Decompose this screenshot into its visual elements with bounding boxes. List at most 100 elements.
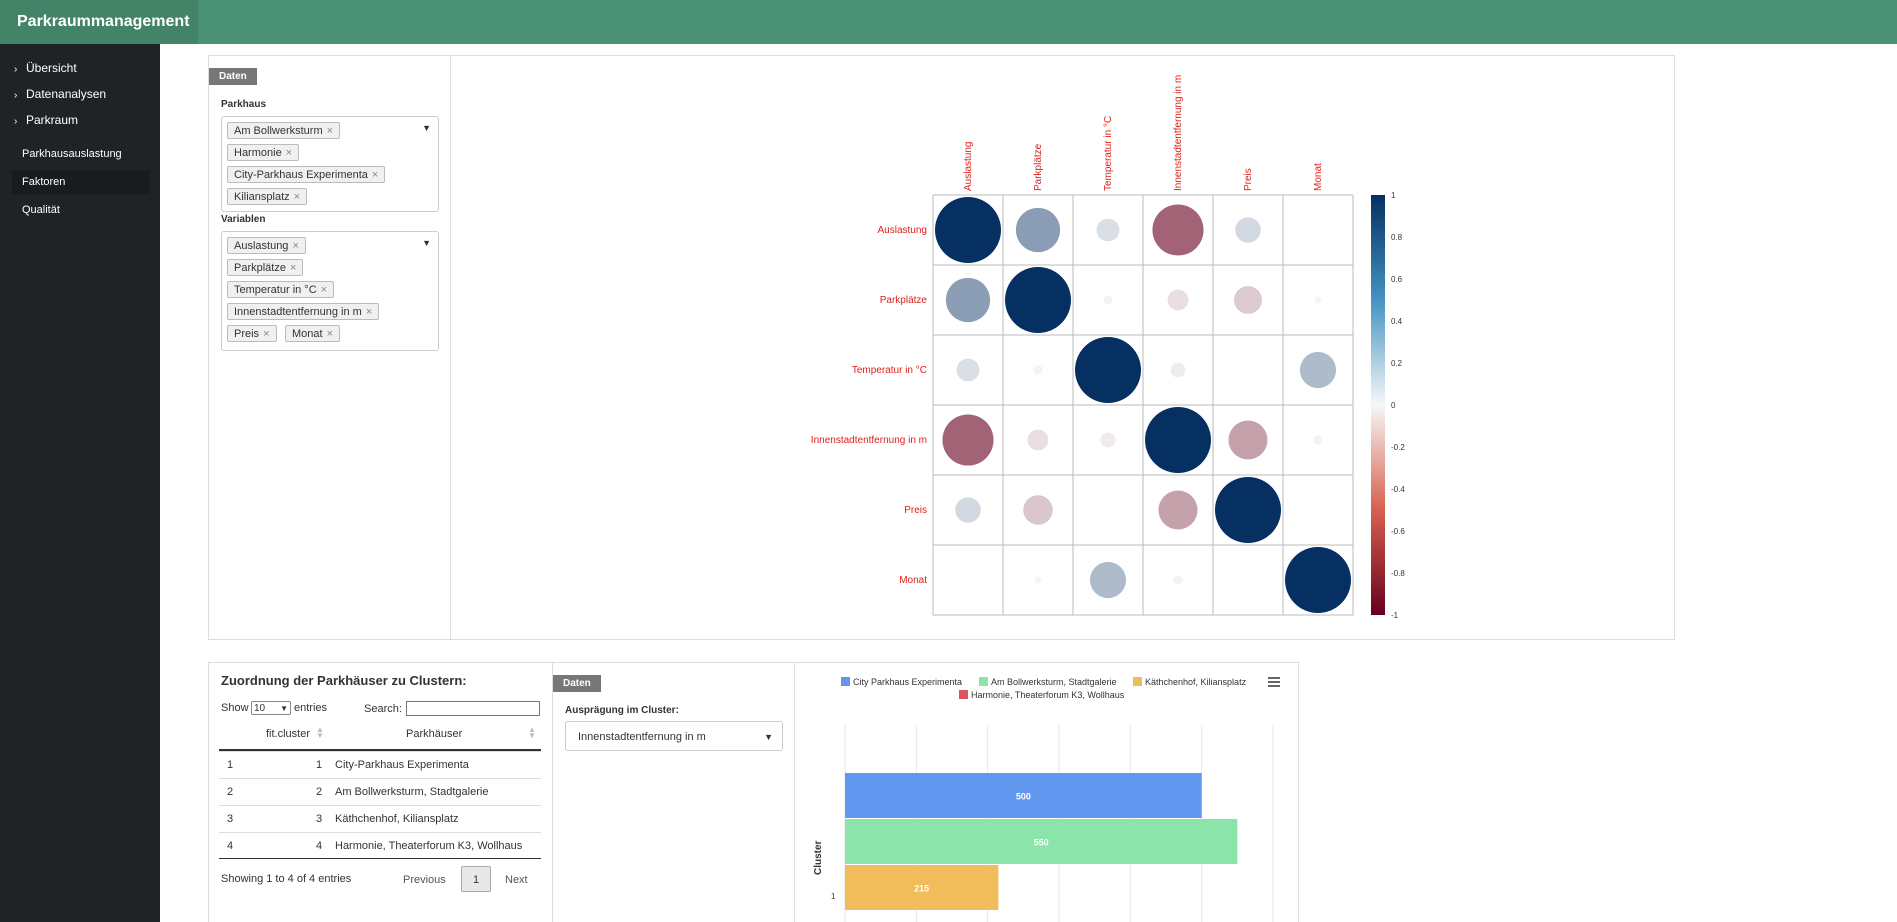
remove-chip-icon[interactable]: ×: [326, 125, 334, 137]
remove-chip-icon[interactable]: ×: [293, 191, 301, 203]
colorbar-tick: -1: [1391, 611, 1399, 620]
show-label: Show: [221, 702, 249, 714]
chevron-right-icon: ›: [14, 116, 18, 127]
legend-label[interactable]: City Parkhaus Experimenta: [853, 677, 962, 687]
corr-circle: [945, 277, 991, 323]
corr-circle: [1152, 204, 1204, 256]
remove-chip-icon[interactable]: ×: [263, 328, 270, 340]
remove-chip-icon[interactable]: ×: [289, 262, 297, 274]
corr-circle: [1023, 495, 1053, 525]
table-info: Showing 1 to 4 of 4 entries: [221, 873, 352, 885]
column-label: Preis: [1243, 168, 1254, 191]
colorbar-tick: 1: [1391, 191, 1396, 200]
corr-circle: [1173, 575, 1183, 585]
cluster-variable-select[interactable]: Innenstadtentfernung in m ▼: [565, 721, 783, 751]
y-tick-label: 1: [831, 892, 836, 901]
column-label: Auslastung: [963, 142, 974, 191]
parkhaus-select[interactable]: ▼ Am Bollwerksturm × Harmonie × City-Parkh…: [221, 116, 439, 212]
previous-button[interactable]: Previous: [403, 874, 446, 886]
table-row: 4 4 Harmonie, Theaterforum K3, Wollhaus: [219, 832, 541, 859]
legend-swatch: [841, 677, 850, 686]
sidebar-item-datenanalysen[interactable]: › Datenanalysen: [14, 87, 106, 101]
corr-circle: [1100, 432, 1116, 448]
row-label: Temperatur in °C: [852, 365, 927, 376]
sidebar-subitem-faktoren[interactable]: Faktoren: [12, 170, 150, 194]
remove-chip-icon[interactable]: ×: [320, 284, 328, 296]
sidebar-subitem-qualitaet[interactable]: Qualität: [22, 204, 60, 216]
corr-circle: [1313, 435, 1323, 445]
colorbar-tick: -0.4: [1391, 485, 1405, 494]
column-label: Parkplätze: [1033, 143, 1044, 191]
legend-label[interactable]: Käthchenhof, Kiliansplatz: [1145, 677, 1247, 687]
column-label: Monat: [1313, 163, 1324, 191]
entries-select[interactable]: 10 ▼: [251, 701, 291, 715]
chip-temperatur: Temperatur in °C ×: [227, 281, 335, 298]
bar[interactable]: [845, 773, 1202, 818]
legend-label[interactable]: Am Bollwerksturm, Stadtgalerie: [991, 677, 1117, 687]
sidebar-item-parkraum[interactable]: › Parkraum: [14, 113, 78, 127]
corr-circle: [1034, 576, 1042, 584]
corr-circle: [935, 197, 1001, 263]
variablen-select[interactable]: ▼ Auslastung × Parkplätze × Temperatur in …: [221, 231, 439, 351]
sidebar-item-uebersicht[interactable]: › Übersicht: [14, 61, 77, 75]
remove-chip-icon[interactable]: ×: [285, 147, 293, 159]
chart-menu-icon[interactable]: [1268, 677, 1280, 687]
column-header-parkhaeuser[interactable]: Parkhäuser: [406, 728, 463, 740]
entries-label: entries: [294, 702, 328, 714]
bar-data-label: 500: [1016, 792, 1031, 802]
table-row: 2 2 Am Bollwerksturm, Stadtgalerie: [219, 778, 541, 805]
variablen-label: Variablen: [221, 214, 266, 225]
next-button[interactable]: Next: [505, 874, 528, 886]
column-label: Innenstadtentfernung in m: [1173, 75, 1184, 191]
cluster-bar-chart: City Parkhaus Experimenta Am Bollwerkstur…: [813, 677, 1274, 922]
table-row: 3 3 Käthchenhof, Kiliansplatz: [219, 805, 541, 832]
colorbar-tick: 0.8: [1391, 233, 1403, 242]
column-header-fit-cluster[interactable]: fit.cluster: [266, 728, 311, 740]
corr-circle: [1299, 351, 1337, 389]
table-row: 1 1 City-Parkhaus Experimenta: [219, 751, 541, 778]
corr-plot-panel: Auslastung Auslastung Parkplätze Parkplätze…: [450, 55, 1675, 640]
corr-circle: [956, 358, 980, 382]
cluster-table-title: Zuordnung der Parkhäuser zu Clustern:: [221, 673, 467, 688]
search-label: Search:: [364, 703, 402, 715]
row-label: Preis: [904, 505, 927, 516]
chip-preis: Preis ×: [227, 325, 277, 342]
colorbar-tick: -0.2: [1391, 443, 1405, 452]
remove-chip-icon[interactable]: ×: [365, 306, 373, 318]
corr-circle: [1145, 407, 1211, 473]
caret-down-icon: ▼: [280, 704, 288, 713]
corr-circle: [942, 414, 994, 466]
corr-circle: [1285, 547, 1351, 613]
corr-circle: [1228, 420, 1268, 460]
remove-chip-icon[interactable]: ×: [371, 169, 379, 181]
corr-circle: [1233, 285, 1263, 315]
row-label: Monat: [899, 575, 927, 586]
legend-label[interactable]: Harmonie, Theaterforum K3, Wollhaus: [971, 690, 1125, 700]
search-input[interactable]: [406, 701, 540, 716]
sidebar-item-label: Übersicht: [26, 61, 77, 75]
sidebar-item-label: Parkraum: [26, 113, 79, 127]
bar[interactable]: [845, 819, 1238, 864]
colorbar-tick: -0.8: [1391, 569, 1405, 578]
cluster-table-panel: Zuordnung der Parkhäuser zu Clustern: Sh…: [208, 662, 553, 922]
chip-am-bollwerksturm: Am Bollwerksturm ×: [227, 122, 341, 139]
row-label: Innenstadtentfernung in m: [811, 435, 927, 446]
chevron-right-icon: ›: [14, 90, 18, 101]
data-tag: Daten: [209, 68, 257, 85]
bar[interactable]: [845, 865, 999, 910]
chip-kiliansplatz: Kiliansplatz ×: [227, 188, 308, 205]
page-1-button[interactable]: 1: [461, 866, 491, 892]
corr-circle: [1235, 217, 1261, 243]
row-label: Parkplätze: [880, 295, 928, 306]
corr-circle: [1089, 561, 1127, 599]
sidebar-subitem-parkhausauslastung[interactable]: Parkhausauslastung: [22, 148, 122, 160]
corr-circle: [1033, 365, 1043, 375]
cluster-select-label: Ausprägung im Cluster:: [565, 705, 679, 716]
cluster-select-panel: Daten Ausprägung im Cluster: Innenstadte…: [552, 662, 795, 922]
app-title: Parkraummanagement: [0, 0, 198, 44]
header-divider: [219, 749, 541, 751]
corr-circle: [1170, 362, 1186, 378]
remove-chip-icon[interactable]: ×: [326, 328, 334, 340]
remove-chip-icon[interactable]: ×: [292, 240, 299, 252]
corr-circle: [1314, 296, 1322, 304]
